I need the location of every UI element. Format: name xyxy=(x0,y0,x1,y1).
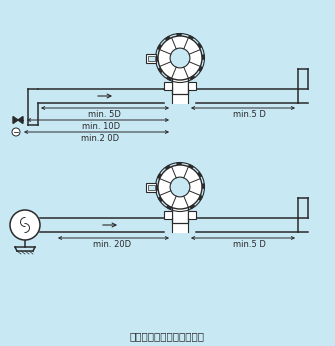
Text: min.5 D: min.5 D xyxy=(232,240,265,249)
Polygon shape xyxy=(166,204,172,210)
Bar xyxy=(188,82,196,90)
Polygon shape xyxy=(157,44,162,50)
Polygon shape xyxy=(178,79,183,82)
Polygon shape xyxy=(197,195,203,201)
Polygon shape xyxy=(178,208,183,211)
Bar xyxy=(172,217,188,233)
Circle shape xyxy=(10,210,40,240)
Bar xyxy=(164,82,172,90)
Polygon shape xyxy=(177,163,182,166)
Circle shape xyxy=(158,36,202,80)
Circle shape xyxy=(158,165,202,209)
Polygon shape xyxy=(197,43,202,49)
Bar xyxy=(188,211,196,219)
Polygon shape xyxy=(157,173,162,179)
Polygon shape xyxy=(166,75,172,81)
Text: min. 10D: min. 10D xyxy=(82,122,121,131)
Text: min. 20D: min. 20D xyxy=(93,240,132,249)
Polygon shape xyxy=(165,165,171,171)
Polygon shape xyxy=(165,36,171,42)
Bar xyxy=(172,207,188,223)
Bar xyxy=(146,54,156,63)
Circle shape xyxy=(12,128,20,136)
Bar xyxy=(164,211,172,219)
Text: min.2 0D: min.2 0D xyxy=(81,134,120,143)
Bar xyxy=(146,182,156,191)
Circle shape xyxy=(155,33,205,83)
Circle shape xyxy=(170,48,190,68)
Polygon shape xyxy=(177,34,182,37)
Polygon shape xyxy=(189,203,195,209)
Text: 弯管、阀门和泵之间的安装: 弯管、阀门和泵之间的安装 xyxy=(130,331,205,341)
Polygon shape xyxy=(197,66,203,72)
Bar xyxy=(172,88,188,104)
Polygon shape xyxy=(188,164,194,170)
Bar xyxy=(172,78,188,94)
Polygon shape xyxy=(188,35,194,40)
Polygon shape xyxy=(155,185,159,190)
Polygon shape xyxy=(197,172,202,178)
Text: min.5 D: min.5 D xyxy=(232,110,265,119)
Polygon shape xyxy=(155,56,159,61)
Circle shape xyxy=(155,162,205,212)
Bar xyxy=(148,184,155,190)
Text: min. 5D: min. 5D xyxy=(87,110,121,119)
Polygon shape xyxy=(189,74,195,80)
Polygon shape xyxy=(13,117,18,124)
Bar xyxy=(148,55,155,61)
Polygon shape xyxy=(18,117,23,124)
Polygon shape xyxy=(158,196,163,202)
Circle shape xyxy=(170,177,190,197)
Polygon shape xyxy=(201,184,204,189)
Polygon shape xyxy=(201,55,204,60)
Polygon shape xyxy=(158,67,163,73)
